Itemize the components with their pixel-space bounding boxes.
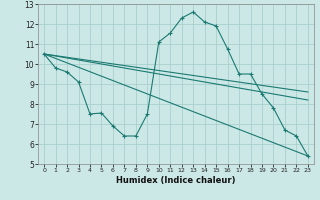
X-axis label: Humidex (Indice chaleur): Humidex (Indice chaleur)	[116, 176, 236, 185]
